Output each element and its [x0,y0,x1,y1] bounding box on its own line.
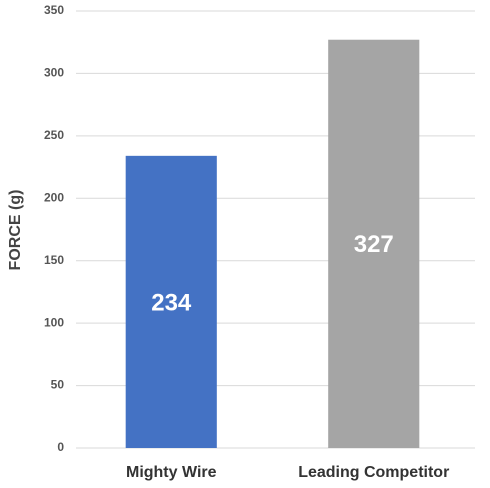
x-tick-label: Mighty Wire [126,464,217,481]
y-tick-label: 350 [44,3,64,17]
bar [125,155,217,448]
y-axis-label: FORCE (g) [7,190,24,271]
x-tick-label: Leading Competitor [298,464,449,481]
y-tick-label: 100 [44,315,64,329]
y-tick-label: 200 [44,190,64,204]
data-label: 327 [354,231,394,258]
data-label: 234 [151,289,192,316]
bar [328,39,420,449]
y-tick-label: 250 [44,128,64,142]
y-tick-label: 150 [44,253,64,267]
y-tick-label: 0 [57,440,64,454]
y-tick-label: 300 [44,66,64,80]
y-tick-label: 50 [51,378,65,392]
